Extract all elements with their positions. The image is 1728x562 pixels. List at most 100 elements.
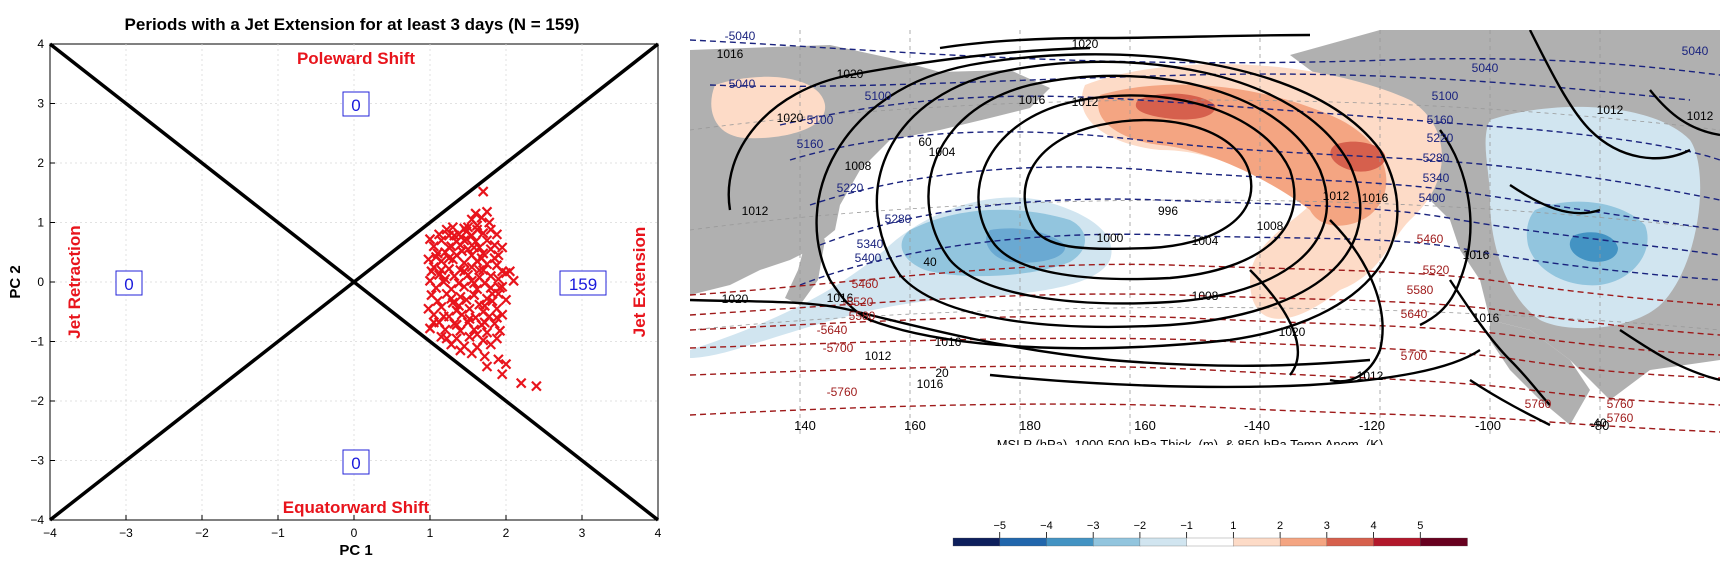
scatter-point [439,273,451,285]
scatter-points [423,186,542,392]
mslp-label: 1016 [827,291,854,305]
scatter-point [449,230,460,241]
scatter-point [438,311,449,322]
scatter-point [455,345,466,356]
grid [50,44,658,520]
scatter-point [496,368,508,380]
mslp-label: 1016 [1362,191,1389,205]
scatter-point [426,266,437,277]
mslp-label: 1012 [1357,369,1384,383]
scatter-point [468,324,480,335]
mslp-label: 1020 [837,67,864,81]
thickness-label: 5160 [797,137,824,151]
region-label-equatorward: Equatorward Shift [283,498,430,517]
scatter-point [477,264,489,276]
scatter-point [456,245,468,257]
thickness-label: 5760 [1607,411,1634,425]
scatter-point [446,241,457,252]
thickness-label: -5700 [823,341,854,355]
temp-label: 20 [935,366,949,380]
scatter-point [500,358,512,370]
scatter-point [491,229,503,240]
colorbar-swatch [1326,537,1375,547]
scatter-point [461,294,472,306]
scatter-point [458,266,470,277]
x-tick-label: −2 [195,526,209,540]
x-tick-label: 3 [579,526,586,540]
colorbar-swatch [1373,537,1421,547]
y-tick-label: −3 [30,454,44,468]
x-tick-label: 0 [351,526,358,540]
x-tick-label: −3 [119,526,133,540]
mslp-label: 1016 [917,377,944,391]
mslp-label: 1012 [742,204,769,218]
scatter-point [484,217,495,228]
thickness-label: 5580 [849,309,876,323]
thickness-label: 5100 [1432,89,1459,103]
region-label-retraction: Jet Retraction [65,225,84,338]
temperature-labels: 60 40 20 -40 [918,135,1607,430]
y-tick-label: 3 [37,97,44,111]
mslp-label: 1012 [1687,109,1714,123]
lon-label: 160 [904,418,926,433]
thickness-label: 5580 [1407,283,1434,297]
scatter-point [494,325,506,337]
colorbar-swatch [1093,537,1141,547]
mslp-labels: 1016 1020 1020 1020 1016 1012 1008 1004 … [717,37,1714,391]
scatter-point [493,249,504,261]
mslp-label: 1016 [935,335,962,349]
mslp-label: 1004 [929,145,956,159]
colorbar-ticks: −5 −4 −3 −2 −1 1 2 3 4 5 [993,520,1423,538]
x-tick-label: −4 [43,526,57,540]
temp-label: -40 [1589,416,1607,430]
lon-label: -120 [1359,418,1385,433]
lon-label: -80 [1591,418,1610,433]
mslp-label: 996 [1158,204,1178,218]
x-axis-label: PC 1 [339,542,372,559]
scatter-point [477,227,489,239]
weather-map: 1016 1020 1020 1020 1016 1012 1008 1004 … [690,30,1720,445]
mslp-label: 1000 [1097,231,1124,245]
colorbar-swatch [1186,537,1235,547]
scatter-point [466,348,478,359]
scatter-point [443,252,455,264]
scatter-point [476,212,487,224]
mslp-label: 1016 [1019,93,1046,107]
mslp-label: 1004 [1192,234,1219,248]
diagonal-lines [48,42,660,522]
x-tick-label: 2 [503,526,510,540]
scatter-point [504,266,516,277]
thickness-label: -5640 [817,323,848,337]
land-central-america [1490,320,1590,425]
region-label-extension: Jet Extension [630,227,649,338]
thickness-label: 5040 [1472,61,1499,75]
thickness-label: 5400 [1419,191,1446,205]
scatter-point [464,303,475,315]
thickness-label: 5280 [885,212,912,226]
lon-label: 160 [1134,418,1156,433]
scatter-point [462,243,474,255]
colorbar-tick-label: −1 [1180,520,1193,532]
mslp-label: 1012 [1072,95,1099,109]
mslp-label: 1020 [722,292,749,306]
map-caption: MSLP (hPa), 1000-500-hPa Thick. (m), & 8… [997,437,1384,445]
scatter-point [436,301,447,313]
colorbar-swatch [999,537,1048,547]
scatter-point [430,251,442,263]
y-tick-label: 4 [37,37,44,51]
scatter-chart: Periods with a Jet Extension for at leas… [7,15,662,559]
scatter-point [468,242,480,253]
scatter-point [485,339,497,350]
scatter-point [508,275,519,287]
count-box-retraction [115,270,143,296]
thickness-label: 5040 [729,77,756,91]
scatter-point [474,264,485,276]
scatter-point [476,252,487,264]
scatter-point [471,220,483,231]
thickness-label: -5520 [843,295,874,309]
y-tick-label: 1 [37,216,44,230]
scatter-point [468,289,480,301]
mslp-label: 1020 [1072,37,1099,51]
x-tick-label: 4 [655,526,662,540]
scatter-point [500,294,512,306]
